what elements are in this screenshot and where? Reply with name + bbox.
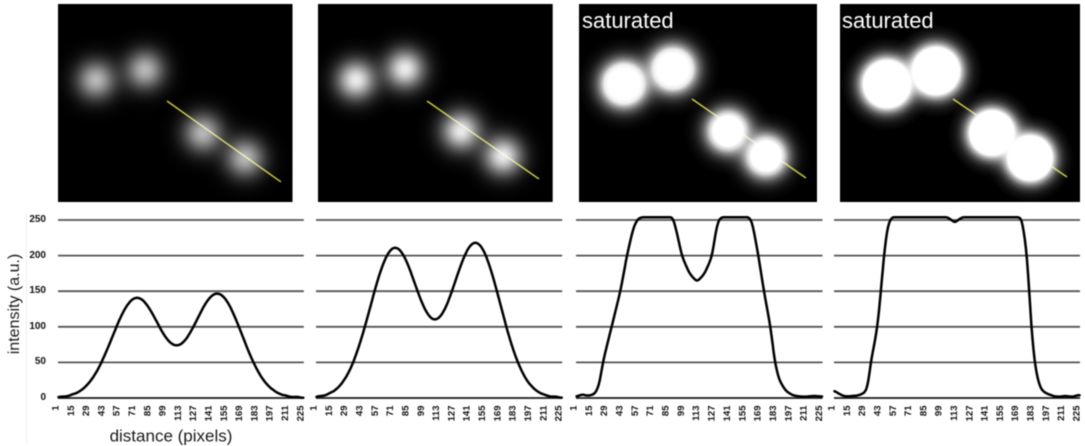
svg-text:225: 225: [295, 405, 306, 422]
svg-text:85: 85: [401, 405, 412, 416]
svg-text:57: 57: [887, 406, 898, 417]
svg-text:113: 113: [691, 406, 702, 421]
svg-text:225: 225: [814, 405, 825, 422]
svg-text:141: 141: [462, 405, 473, 422]
svg-text:71: 71: [127, 405, 138, 416]
svg-text:15: 15: [584, 405, 595, 416]
svg-text:169: 169: [493, 406, 504, 422]
svg-text:85: 85: [918, 405, 929, 416]
svg-text:197: 197: [783, 406, 794, 422]
svg-text:211: 211: [1056, 405, 1067, 421]
svg-text:183: 183: [249, 406, 260, 422]
svg-text:15: 15: [66, 405, 77, 416]
svg-text:141: 141: [979, 405, 990, 422]
svg-text:57: 57: [370, 406, 381, 417]
svg-text:85: 85: [142, 405, 153, 416]
svg-text:169: 169: [234, 406, 245, 422]
svg-text:141: 141: [722, 405, 733, 422]
svg-text:15: 15: [324, 405, 335, 416]
svg-text:113: 113: [173, 406, 184, 421]
svg-text:127: 127: [447, 406, 458, 422]
svg-text:113: 113: [949, 406, 960, 421]
svg-text:distance (pixels): distance (pixels): [110, 427, 233, 446]
svg-text:197: 197: [265, 406, 276, 422]
svg-text:211: 211: [280, 405, 291, 421]
svg-text:127: 127: [964, 406, 975, 422]
svg-text:155: 155: [994, 405, 1005, 422]
svg-text:71: 71: [903, 405, 914, 416]
svg-text:99: 99: [933, 406, 944, 417]
svg-text:155: 155: [477, 405, 488, 422]
svg-text:99: 99: [416, 406, 427, 417]
svg-text:71: 71: [385, 405, 396, 416]
svg-text:1: 1: [309, 405, 320, 411]
svg-text:57: 57: [630, 406, 641, 417]
svg-text:85: 85: [660, 405, 671, 416]
svg-text:211: 211: [798, 405, 809, 421]
svg-text:197: 197: [523, 406, 534, 422]
svg-text:29: 29: [339, 406, 350, 417]
svg-text:43: 43: [355, 406, 366, 417]
svg-text:1: 1: [51, 405, 62, 411]
svg-text:43: 43: [872, 406, 883, 417]
svg-text:197: 197: [1040, 406, 1051, 422]
svg-text:141: 141: [204, 405, 215, 422]
svg-text:211: 211: [539, 405, 550, 421]
svg-text:183: 183: [1025, 406, 1036, 422]
svg-text:127: 127: [706, 406, 717, 422]
svg-text:225: 225: [554, 405, 565, 422]
svg-text:183: 183: [768, 406, 779, 422]
svg-text:1: 1: [568, 405, 579, 411]
svg-text:155: 155: [219, 405, 230, 422]
svg-text:225: 225: [1071, 405, 1082, 422]
svg-text:29: 29: [81, 406, 92, 417]
svg-text:15: 15: [841, 405, 852, 416]
svg-text:43: 43: [96, 406, 107, 417]
svg-text:29: 29: [857, 406, 868, 417]
svg-text:169: 169: [1010, 406, 1021, 422]
svg-text:99: 99: [676, 406, 687, 417]
svg-text:saturated: saturated: [582, 8, 674, 33]
svg-text:99: 99: [158, 406, 169, 417]
svg-text:43: 43: [614, 406, 625, 417]
svg-text:183: 183: [508, 406, 519, 422]
svg-text:saturated: saturated: [842, 8, 934, 33]
svg-text:113: 113: [431, 406, 442, 421]
svg-text:71: 71: [645, 405, 656, 416]
svg-text:169: 169: [752, 406, 763, 422]
svg-text:29: 29: [599, 406, 610, 417]
svg-text:155: 155: [737, 405, 748, 422]
svg-text:57: 57: [112, 406, 123, 417]
svg-text:1: 1: [826, 405, 837, 411]
svg-text:127: 127: [188, 406, 199, 422]
